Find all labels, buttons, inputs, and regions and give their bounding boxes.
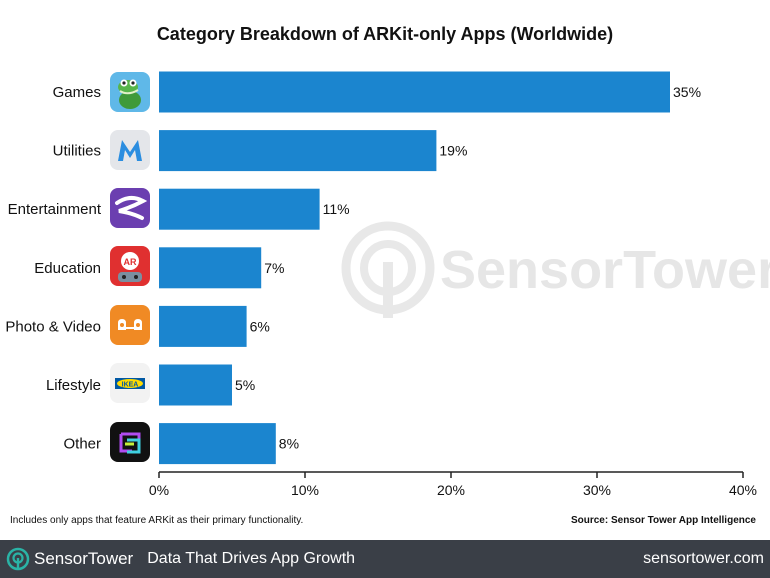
category-label-entertainment: Entertainment bbox=[8, 201, 102, 218]
footer-brand: SensorTower bbox=[34, 549, 133, 569]
category-label-other: Other bbox=[63, 436, 101, 453]
ribbon-app-icon bbox=[110, 188, 150, 228]
value-label-education: 7% bbox=[264, 260, 284, 276]
footer-bar: SensorTower Data That Drives App Growth … bbox=[0, 540, 770, 578]
chart-title: Category Breakdown of ARKit-only Apps (W… bbox=[157, 24, 613, 44]
value-label-lifestyle: 5% bbox=[235, 377, 255, 393]
bar-games bbox=[159, 71, 670, 113]
sensortower-watermark-icon bbox=[341, 221, 435, 318]
category-label-lifestyle: Lifestyle bbox=[46, 377, 101, 394]
value-label-entertainment: 11% bbox=[323, 201, 350, 217]
bar-utilities bbox=[159, 130, 437, 172]
footer-brand-b: Tower bbox=[87, 549, 134, 568]
bar-other bbox=[159, 423, 276, 465]
category-icons: AR IKEA bbox=[110, 72, 150, 462]
bar-education bbox=[159, 247, 262, 289]
svg-text:AR: AR bbox=[124, 257, 137, 267]
bars-group: Games 35% Utilities 19% Entertainment 11% Educ… bbox=[5, 71, 701, 465]
ghost-emoji-app-icon bbox=[110, 305, 150, 345]
value-label-games: 35% bbox=[673, 84, 701, 100]
watermark-text: SensorTower bbox=[440, 240, 770, 300]
m-logo-app-icon bbox=[110, 130, 150, 170]
svg-text:IKEA: IKEA bbox=[122, 382, 139, 389]
frame-app-icon bbox=[110, 422, 150, 462]
ar-robot-app-icon: AR bbox=[110, 246, 150, 286]
source-note: Source: Sensor Tower App Intelligence bbox=[571, 515, 756, 526]
watermark: SensorTower bbox=[341, 221, 770, 318]
category-label-games: Games bbox=[53, 84, 101, 101]
value-label-photo-video: 6% bbox=[250, 318, 270, 334]
x-tick-label: 40% bbox=[729, 482, 757, 498]
footer-brand-a: Sensor bbox=[34, 549, 88, 568]
x-tick-label: 20% bbox=[437, 482, 465, 498]
value-label-utilities: 19% bbox=[439, 143, 467, 159]
value-label-other: 8% bbox=[279, 436, 299, 452]
ikea-app-icon: IKEA bbox=[110, 363, 150, 403]
category-label-education: Education bbox=[34, 260, 101, 277]
x-tick-label: 30% bbox=[583, 482, 611, 498]
footnote: Includes only apps that feature ARKit as… bbox=[10, 515, 303, 526]
category-label-photo-video: Photo & Video bbox=[5, 318, 101, 335]
footer-tagline: Data That Drives App Growth bbox=[147, 550, 356, 567]
category-label-utilities: Utilities bbox=[53, 143, 101, 160]
x-tick-label: 10% bbox=[291, 482, 319, 498]
bar-photo-video bbox=[159, 305, 247, 347]
crocodile-app-icon bbox=[110, 72, 150, 112]
bar-chart: SensorTower Category Breakdown of ARKit-… bbox=[5, 24, 770, 526]
x-tick-label: 0% bbox=[149, 482, 169, 498]
x-axis: 0% 10% 20% 30% 40% bbox=[149, 471, 757, 498]
bar-lifestyle bbox=[159, 364, 232, 406]
footer-url[interactable]: sensortower.com bbox=[643, 550, 764, 567]
sensortower-logo-icon bbox=[6, 547, 30, 571]
bar-entertainment bbox=[159, 188, 320, 230]
